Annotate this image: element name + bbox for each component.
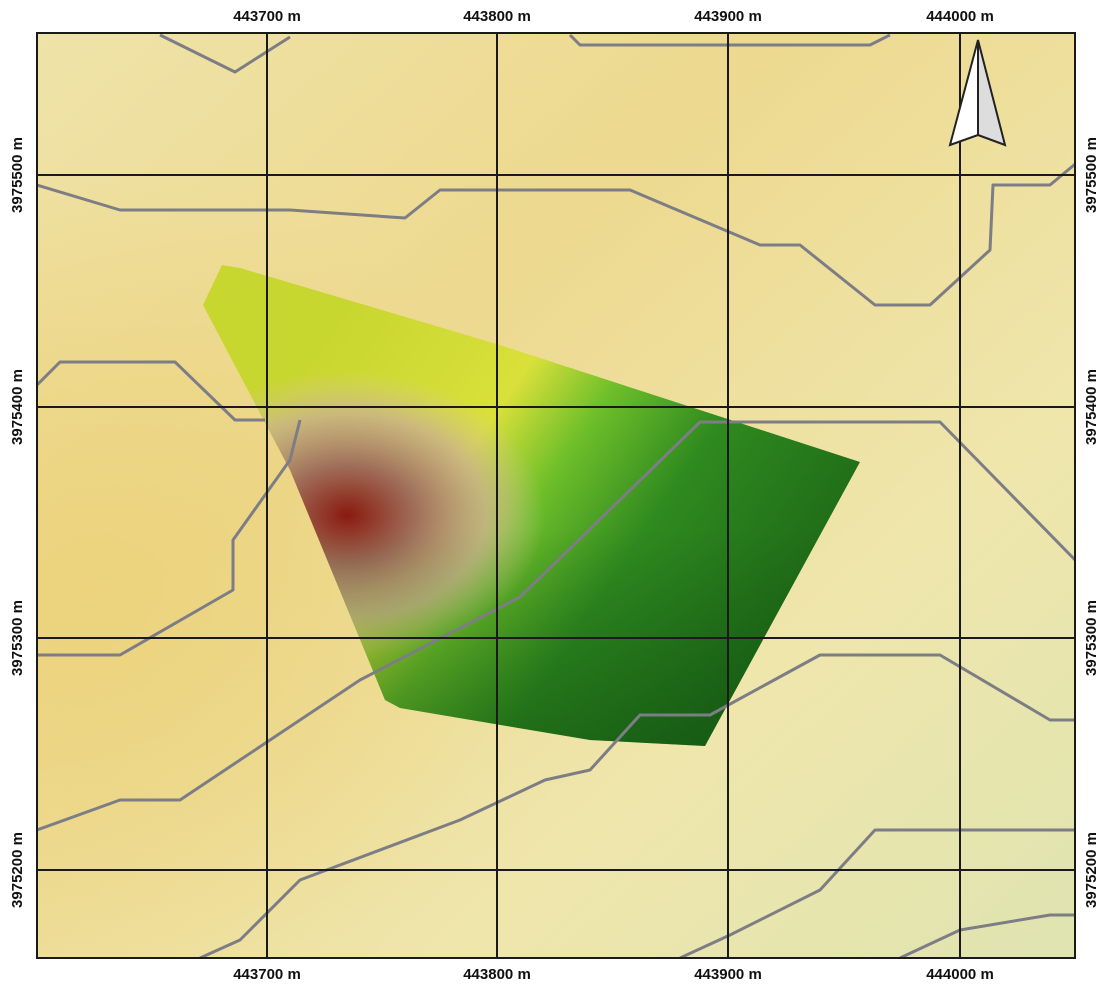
x-grid-label: 443700 m	[233, 8, 301, 25]
y-grid-label: 3975400 m	[9, 369, 26, 445]
y-grid-label: 3975400 m	[1083, 369, 1100, 445]
y-grid-label: 3975200 m	[9, 832, 26, 908]
x-grid-label: 444000 m	[926, 8, 994, 25]
y-grid-label: 3975500 m	[9, 137, 26, 213]
x-grid-label: 443900 m	[694, 966, 762, 983]
grid	[37, 33, 1075, 958]
y-grid-label: 3975500 m	[1083, 137, 1100, 213]
x-grid-label: 443800 m	[463, 966, 531, 983]
map-body	[37, 33, 1075, 958]
x-grid-label: 443700 m	[233, 966, 301, 983]
y-grid-label: 3975300 m	[9, 600, 26, 676]
y-grid-label: 3975200 m	[1083, 832, 1100, 908]
x-grid-label: 444000 m	[926, 966, 994, 983]
map-frame	[36, 32, 1076, 959]
x-grid-label: 443900 m	[694, 8, 762, 25]
contours	[37, 33, 1075, 958]
grid-labels: 443700 m 443700 m 443800 m 443800 m 443900 m…	[9, 8, 1100, 983]
y-grid-label: 3975300 m	[1083, 600, 1100, 676]
x-grid-label: 443800 m	[463, 8, 531, 25]
dem	[203, 265, 860, 746]
north-arrow	[948, 39, 1007, 147]
